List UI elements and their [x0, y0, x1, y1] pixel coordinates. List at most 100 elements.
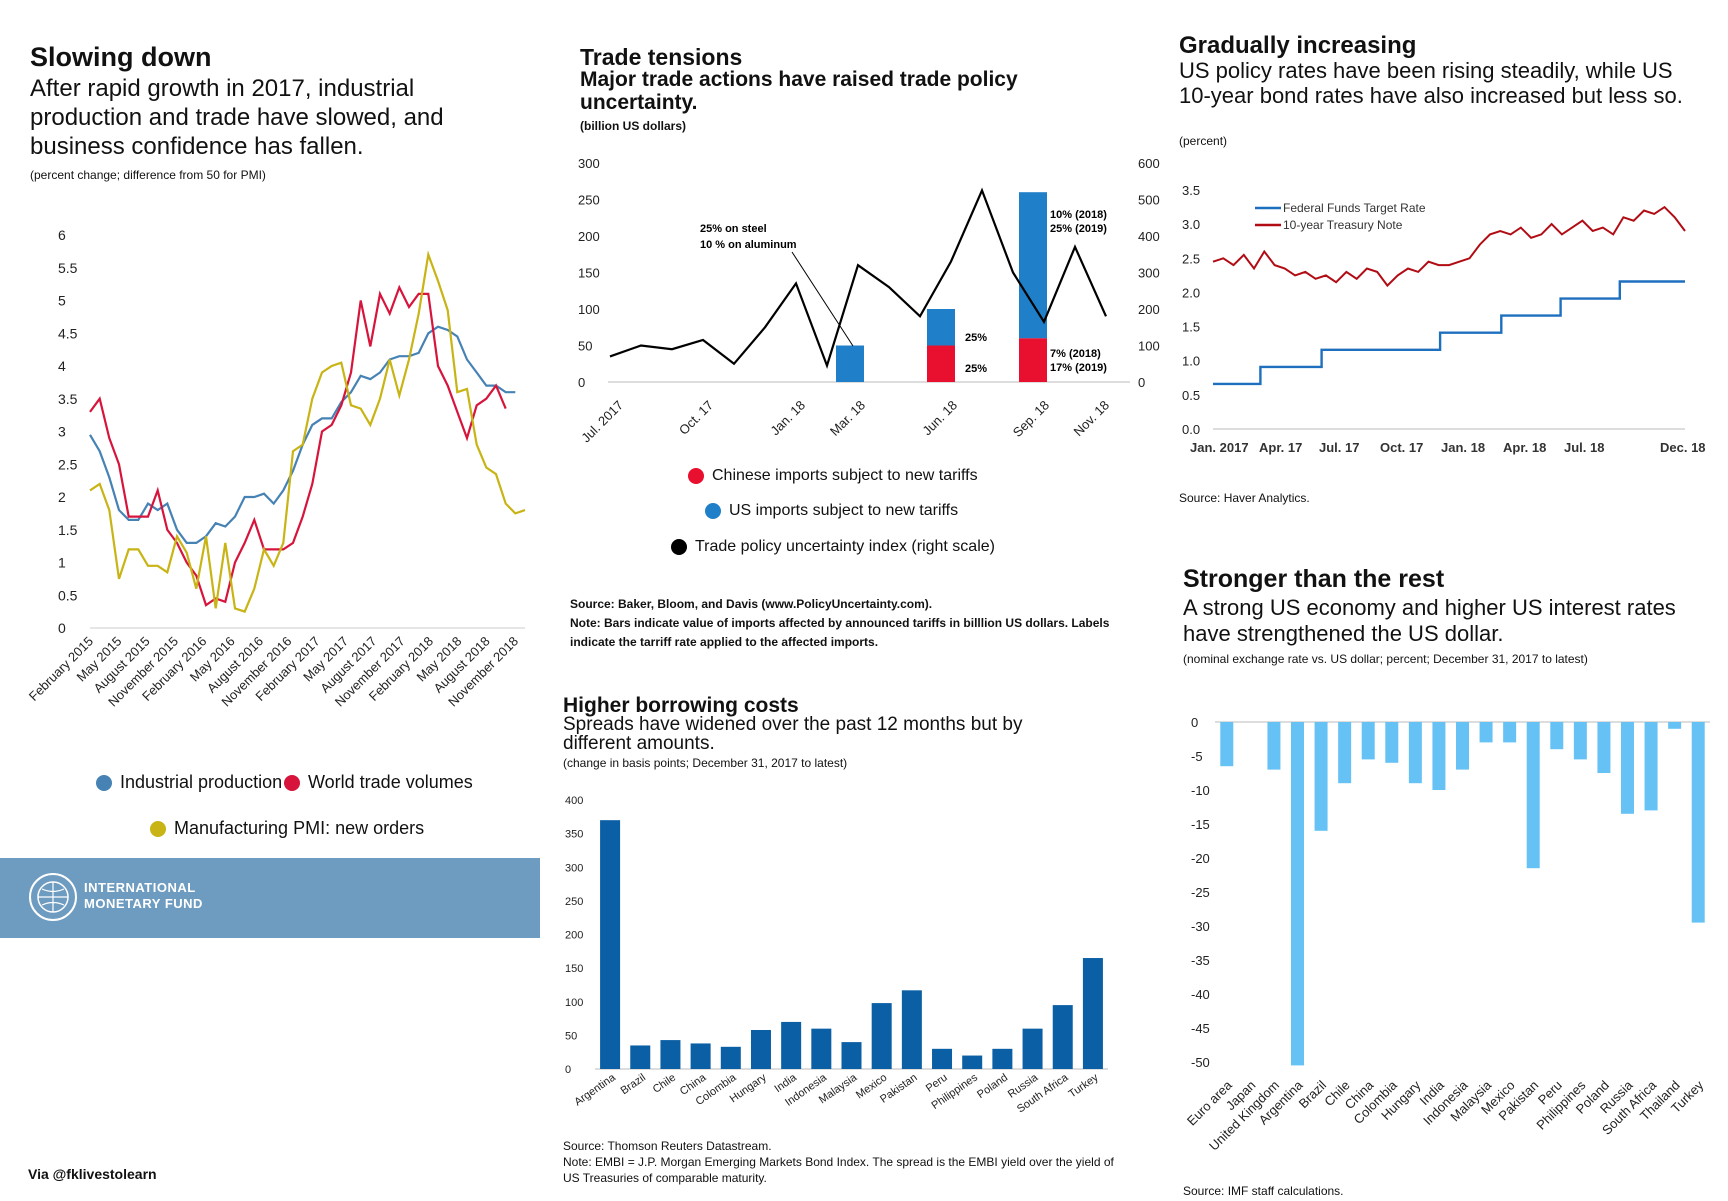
y-tick-label: -25 — [1191, 885, 1210, 900]
annotation: 25% (2019) — [1050, 223, 1107, 235]
y-tick-label: -35 — [1191, 953, 1210, 968]
p3-unit: (percent) — [1179, 134, 1228, 148]
p3-subtitle: US policy rates have been rising steadil… — [1179, 58, 1683, 108]
x-tick-label: Chile — [651, 1072, 678, 1096]
y-tick-label: -10 — [1191, 783, 1210, 798]
bar — [1479, 722, 1493, 743]
y-tick-label: 5 — [58, 293, 66, 309]
p1-unit: (percent change; difference from 50 for … — [30, 168, 266, 182]
y2-tick-label: 300 — [1138, 266, 1160, 281]
x-tick-label: Jan. 2017 — [1190, 440, 1249, 455]
y-tick-label: 3.5 — [58, 391, 78, 407]
y-tick-label: -45 — [1191, 1021, 1210, 1036]
p5-unit: (nominal exchange rate vs. US dollar; pe… — [1183, 652, 1588, 666]
p1-subtitle: After rapid growth in 2017, industrial p… — [30, 75, 444, 160]
bar — [992, 1048, 1013, 1069]
bar — [1267, 722, 1281, 770]
annotation: 25% — [965, 363, 987, 375]
y2-tick-label: 200 — [1138, 302, 1160, 317]
y-tick-label: 0 — [578, 375, 585, 390]
y-tick-label: 6 — [58, 227, 66, 243]
bar — [1338, 722, 1352, 784]
bar-us — [836, 345, 864, 382]
y-tick-label: 0.0 — [1182, 422, 1200, 437]
y-tick-label: 2 — [58, 489, 66, 505]
bar — [1022, 1028, 1043, 1069]
chart-trade-tensions: 0 50 100 150 200 250 300 0 100 200 300 400 500 600 Jul… — [578, 156, 1160, 445]
legend-dot-icon — [150, 820, 166, 837]
y-tick-label: 250 — [565, 896, 583, 908]
y-tick-label: -30 — [1191, 919, 1210, 934]
bar — [600, 820, 621, 1069]
x-tick-label: Turkey — [1067, 1071, 1101, 1100]
annotation-leader — [791, 251, 854, 347]
p2-subtitle: Major trade actions have raised trade po… — [580, 68, 1018, 114]
p5-source: Source: IMF staff calculations. — [1183, 1184, 1344, 1198]
y-tick-label: 50 — [565, 1030, 577, 1042]
legend-label: Federal Funds Target Rate — [1283, 201, 1426, 215]
y2-tick-label: 400 — [1138, 229, 1160, 244]
legend-dot-icon — [284, 774, 300, 791]
bar — [750, 1029, 771, 1069]
y-tick-label: 3.0 — [1182, 217, 1200, 232]
p4-subtitle: Spreads have widened over the past 12 mo… — [563, 714, 1023, 754]
x-tick-label: Poland — [975, 1072, 1010, 1101]
p1-legend-ip: Industrial production — [96, 772, 282, 793]
bar — [781, 1021, 802, 1069]
series-line — [89, 284, 507, 607]
y-tick-label: -20 — [1191, 851, 1210, 866]
legend-dot-icon — [96, 774, 112, 791]
y-tick-label: 1.5 — [1182, 320, 1200, 335]
p4-title: Higher borrowing costs — [563, 694, 799, 717]
imf-wordmark: INTERNATIONAL MONETARY FUND — [84, 880, 203, 911]
y-tick-label: 150 — [565, 963, 583, 975]
annotation: 7% (2018) — [1050, 348, 1101, 360]
legend-dot-icon — [671, 539, 687, 555]
bar — [630, 1045, 651, 1069]
bar — [1668, 722, 1682, 729]
annotation: 10 % on aluminum — [700, 239, 797, 251]
y-tick-label: 250 — [578, 193, 600, 208]
p4-source: Source: Thomson Reuters Datastream. Note… — [563, 1139, 1114, 1185]
bar — [1526, 722, 1540, 869]
bar — [1456, 722, 1469, 770]
bar — [1220, 722, 1234, 767]
y-tick-label: -15 — [1191, 817, 1210, 832]
x-tick-label: Apr. 17 — [1259, 440, 1302, 455]
bar — [932, 1048, 953, 1069]
y-tick-label: 0 — [565, 1064, 571, 1076]
bar — [1291, 722, 1304, 1066]
p2-source: Source: Baker, Bloom, and Davis (www.Pol… — [570, 597, 1110, 649]
y-tick-label: 1.0 — [1182, 354, 1200, 369]
y2-tick-label: 0 — [1138, 375, 1145, 390]
y-tick-label: 0.5 — [58, 587, 78, 603]
bar-chinese — [1019, 338, 1047, 382]
chart-borrowing-costs: 0 50 100 150 200 250 300 350 400 Argentina Brazil C… — [565, 795, 1108, 1115]
y2-tick-label: 600 — [1138, 156, 1160, 171]
bar — [1573, 722, 1587, 760]
x-tick-label: Argentina — [572, 1071, 618, 1108]
y-tick-label: -5 — [1191, 749, 1203, 764]
x-tick-label: Jun. 18 — [919, 398, 960, 439]
annotation: 25% — [965, 332, 987, 344]
y-tick-label: 4 — [58, 358, 66, 374]
bar-us — [927, 309, 955, 346]
bar-us — [1019, 192, 1047, 339]
bar-chinese — [927, 345, 955, 382]
x-tick-label: Jul. 18 — [1564, 440, 1604, 455]
y-tick-label: 3 — [58, 424, 66, 440]
y-tick-label: 0 — [1191, 715, 1198, 730]
bar — [1082, 958, 1103, 1069]
bar — [1644, 722, 1658, 811]
x-tick-label: Jan. 18 — [767, 398, 808, 439]
y-tick-label: 400 — [565, 795, 583, 807]
legend-label: 10-year Treasury Note — [1283, 218, 1403, 232]
y-tick-label: 0.5 — [1182, 388, 1200, 403]
y-tick-label: 100 — [578, 302, 600, 317]
treasury-line — [1212, 205, 1686, 288]
y-tick-label: 1.5 — [58, 522, 78, 538]
y-tick-label: 1 — [58, 555, 66, 571]
x-tick-label: Jul. 17 — [1319, 440, 1359, 455]
